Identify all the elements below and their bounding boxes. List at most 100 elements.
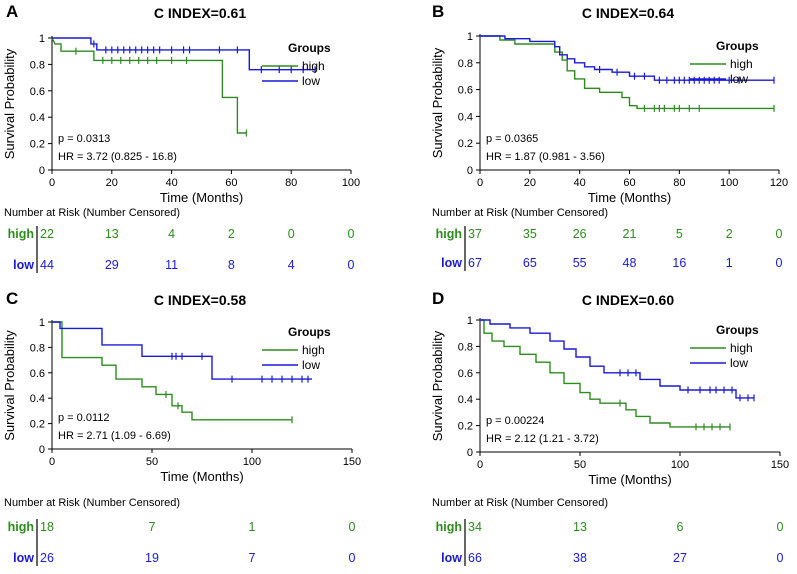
- survival-curve-low: [480, 35, 774, 81]
- chart-title: C INDEX=0.61: [154, 5, 246, 21]
- risk-cell-high: 34: [468, 520, 482, 534]
- legend-title: Groups: [716, 323, 759, 337]
- x-tick-label: 50: [574, 459, 586, 471]
- p-value-annotation: p = 0.0112: [58, 412, 109, 424]
- y-tick-label: 0.2: [30, 419, 45, 431]
- y-tick-label: 0.8: [458, 58, 473, 70]
- panel-letter-b: B: [432, 2, 444, 21]
- y-tick-label: 1: [39, 317, 45, 329]
- x-axis-label: Time (Months): [160, 190, 243, 205]
- survival-curve-high: [52, 321, 292, 421]
- p-value-annotation: p = 0.0365: [486, 133, 538, 145]
- x-tick-label: 40: [165, 177, 177, 189]
- risk-cell-high: 5: [676, 227, 683, 241]
- risk-table-title: Number at Risk (Number Censored): [4, 207, 180, 219]
- hazard-ratio-annotation: HR = 2.12 (1.21 - 3.72): [486, 433, 599, 445]
- x-axis-label: Time (Months): [588, 190, 671, 205]
- risk-row-label-low: low: [13, 551, 34, 565]
- risk-cell-low: 65: [523, 256, 537, 270]
- risk-cell-high: 13: [573, 520, 587, 534]
- risk-row-label-high: high: [8, 520, 34, 534]
- risk-cell-low: 7: [249, 551, 256, 565]
- y-tick-label: 0.6: [458, 85, 473, 97]
- legend-title: Groups: [288, 325, 331, 339]
- y-tick-label: 0.8: [30, 59, 45, 71]
- legend-label-high: high: [730, 341, 753, 355]
- x-axis-label: Time (Months): [160, 469, 243, 484]
- y-tick-label: 0.4: [30, 393, 45, 405]
- risk-cell-low: 27: [673, 551, 687, 565]
- y-tick-label: 0.2: [458, 138, 473, 150]
- y-tick-label: 0: [467, 447, 473, 459]
- hazard-ratio-annotation: HR = 3.72 (0.825 - 16.8): [58, 151, 177, 163]
- risk-cell-low: 19: [145, 551, 159, 565]
- y-tick-label: 0.8: [458, 341, 473, 353]
- survival-curve-low: [52, 321, 312, 380]
- risk-cell-low: 4: [288, 258, 295, 272]
- risk-cell-high: 6: [677, 520, 684, 534]
- x-tick-label: 20: [524, 177, 536, 189]
- km-chart-d: D C INDEX=0.60 0 0.2 0.4 0.6 0.8 1 0 50 100 150 Time…: [430, 289, 789, 566]
- y-tick-label: 1: [467, 315, 473, 327]
- y-axis-label: Survival Probability: [430, 47, 445, 158]
- risk-cell-high: 22: [40, 227, 54, 241]
- risk-cell-low: 48: [623, 256, 637, 270]
- y-tick-label: 0: [39, 165, 45, 177]
- risk-cell-high: 4: [168, 227, 175, 241]
- y-tick-label: 0.2: [30, 139, 45, 151]
- x-axis-label: Time (Months): [588, 472, 671, 487]
- legend-title: Groups: [716, 39, 759, 53]
- risk-cell-low: 1: [726, 256, 733, 270]
- panel-letter-a: A: [6, 2, 18, 21]
- chart-title: C INDEX=0.60: [582, 292, 674, 308]
- x-tick-label: 150: [343, 456, 361, 468]
- risk-cell-low: 16: [672, 256, 686, 270]
- risk-cell-high: 2: [228, 227, 235, 241]
- y-axis-label: Survival Probability: [2, 48, 17, 159]
- risk-table-title: Number at Risk (Number Censored): [4, 497, 180, 509]
- y-tick-label: 0: [467, 165, 473, 177]
- x-tick-label: 20: [106, 177, 118, 189]
- x-tick-label: 40: [574, 177, 586, 189]
- y-tick-label: 0.6: [30, 368, 45, 380]
- legend-label-high: high: [302, 343, 325, 357]
- risk-cell-high: 2: [726, 227, 733, 241]
- km-panel-d: D C INDEX=0.60 0 0.2 0.4 0.6 0.8 1 0 50 100 150 Time…: [428, 287, 797, 574]
- x-tick-label: 60: [225, 177, 237, 189]
- risk-cell-high: 1: [249, 520, 256, 534]
- p-value-annotation: p = 0.00224: [486, 415, 544, 427]
- y-tick-label: 1: [39, 33, 45, 45]
- risk-row-label-low: low: [441, 551, 462, 565]
- risk-cell-high: 26: [573, 227, 587, 241]
- y-tick-label: 0.2: [458, 421, 473, 433]
- legend-label-low: low: [302, 358, 320, 372]
- risk-cell-low: 29: [105, 258, 119, 272]
- x-tick-label: 100: [720, 177, 738, 189]
- survival-curve-high: [51, 37, 247, 134]
- x-tick-label: 0: [49, 177, 55, 189]
- x-tick-label: 80: [285, 177, 297, 189]
- y-axis-label: Survival Probability: [430, 330, 445, 441]
- panel-letter-c: C: [6, 289, 18, 308]
- hazard-ratio-annotation: HR = 2.71 (1.09 - 6.69): [58, 430, 171, 442]
- risk-cell-high: 0: [288, 227, 295, 241]
- y-tick-label: 0.4: [458, 394, 473, 406]
- risk-cell-low: 55: [573, 256, 587, 270]
- risk-cell-low: 66: [468, 551, 482, 565]
- risk-cell-high: 0: [777, 520, 784, 534]
- risk-cell-high: 13: [105, 227, 119, 241]
- risk-cell-high: 18: [40, 520, 54, 534]
- legend-label-low: low: [730, 72, 748, 86]
- risk-cell-low: 0: [776, 256, 783, 270]
- chart-title: C INDEX=0.64: [582, 5, 674, 21]
- risk-cell-high: 0: [348, 227, 355, 241]
- legend-title: Groups: [288, 41, 331, 55]
- hazard-ratio-annotation: HR = 1.87 (0.981 - 3.56): [486, 151, 605, 163]
- panel-letter-d: D: [432, 289, 444, 308]
- risk-cell-low: 0: [349, 551, 356, 565]
- risk-cell-high: 21: [623, 227, 637, 241]
